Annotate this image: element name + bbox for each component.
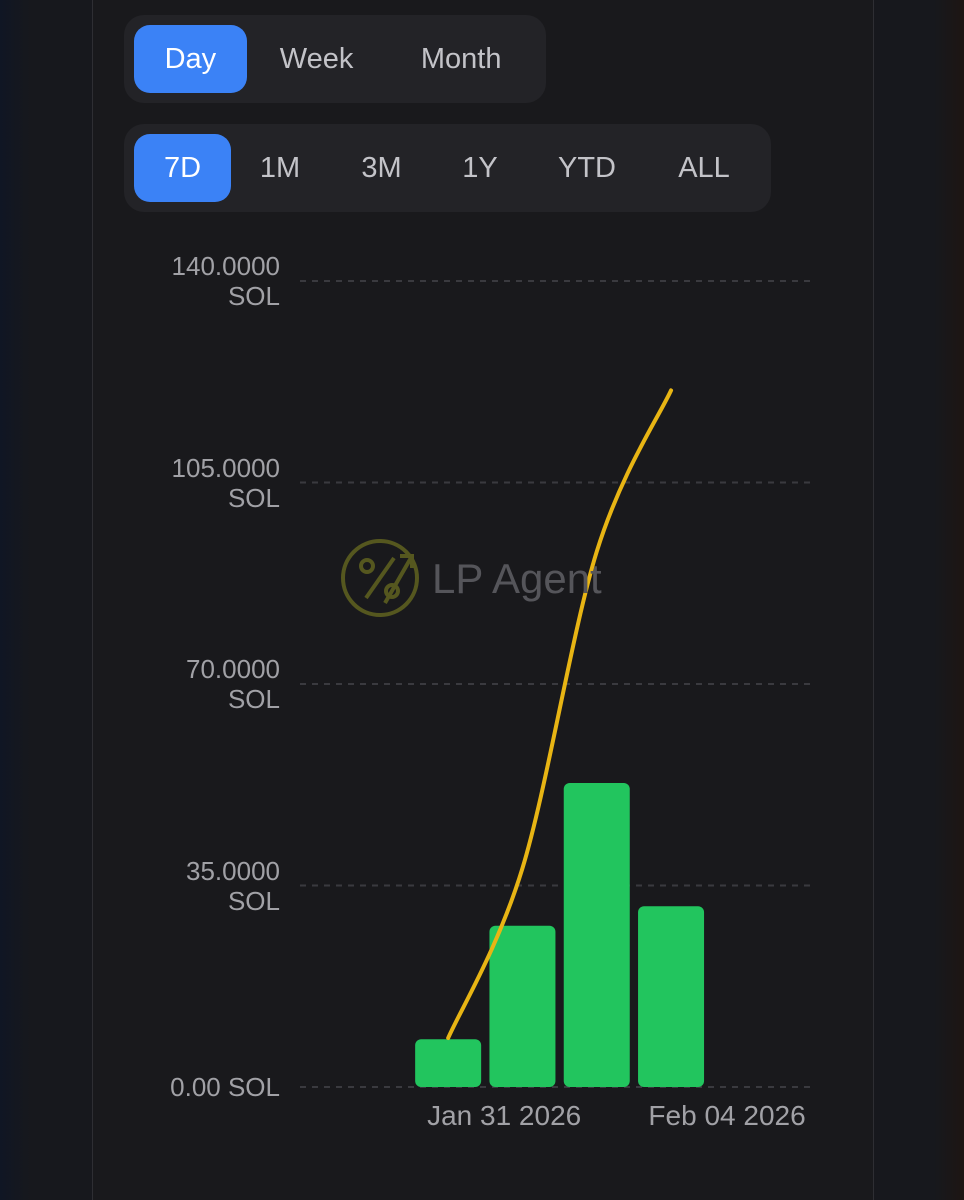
range-tab[interactable]: 7D — [134, 134, 231, 202]
y-tick-label: 0.00 SOL — [170, 1072, 280, 1102]
period-tab[interactable]: Day — [134, 25, 247, 93]
period-tab[interactable]: Week — [279, 42, 354, 75]
y-tick-label: 70.0000 SOL — [186, 654, 280, 714]
range-tab[interactable]: 3M — [361, 151, 402, 184]
x-tick-label: Jan 31 2026 — [427, 1100, 582, 1131]
range-tab[interactable]: YTD — [558, 151, 616, 184]
y-tick-label: 140.0000 SOL — [171, 251, 280, 311]
bar — [563, 783, 630, 1087]
period-toggle: Day Week Month — [124, 15, 546, 103]
range-tab[interactable]: 1M — [259, 151, 301, 184]
bar — [638, 906, 705, 1087]
range-toggle: 7D 1M 3M 1Y YTD ALL — [124, 124, 771, 212]
range-tab[interactable]: ALL — [678, 151, 730, 184]
line — [446, 388, 674, 1041]
x-tick-label: Feb 04 2026 — [648, 1100, 806, 1131]
period-tab[interactable]: Month — [420, 42, 502, 75]
bar — [489, 925, 556, 1087]
watermark: LP Agent — [432, 555, 602, 602]
y-tick-label: 35.0000 SOL — [186, 855, 280, 916]
y-tick-label: 105.0000 SOL — [171, 452, 280, 513]
bar — [415, 1039, 482, 1087]
watermark-icon — [341, 539, 419, 617]
range-tab[interactable]: 1Y — [462, 151, 498, 184]
